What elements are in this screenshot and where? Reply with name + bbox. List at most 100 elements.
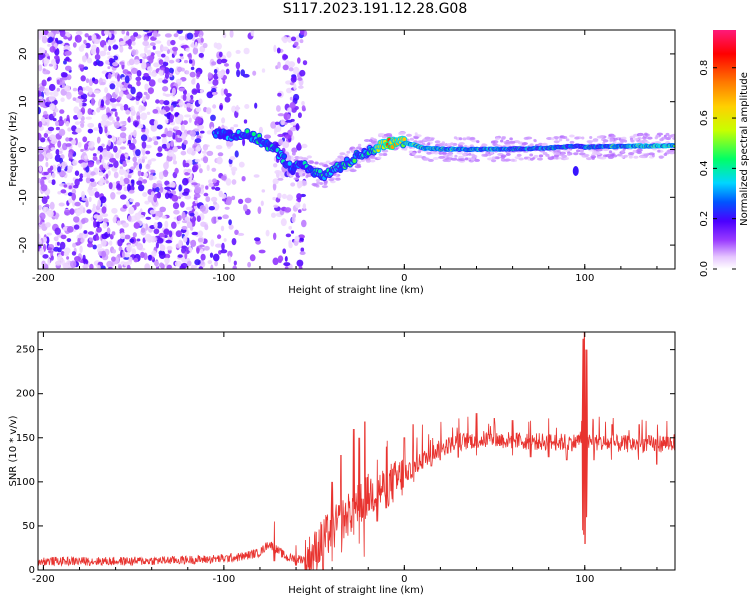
noise-speckle <box>128 143 136 150</box>
noise-speckle <box>183 139 188 145</box>
noise-speckle <box>113 121 121 129</box>
noise-speckle <box>105 99 110 106</box>
noise-speckle <box>273 204 279 208</box>
noise-speckle <box>184 114 191 118</box>
noise-speckle <box>301 101 305 106</box>
ridge-halo <box>588 142 593 145</box>
noise-speckle <box>170 140 175 147</box>
noise-speckle <box>192 47 199 55</box>
noise-speckle <box>73 224 80 230</box>
ridge-halo <box>446 159 452 163</box>
noise-speckle <box>46 77 51 82</box>
noise-speckle <box>119 46 124 53</box>
ridge-halo <box>553 154 560 158</box>
noise-speckle <box>189 172 193 181</box>
noise-speckle <box>243 119 248 124</box>
noise-speckle <box>87 242 94 248</box>
ridge-halo <box>583 153 590 157</box>
noise-speckle <box>71 251 77 256</box>
ridge-halo <box>481 153 486 157</box>
noise-speckle <box>41 79 47 87</box>
noise-speckle <box>118 149 122 154</box>
ridge-halo <box>633 155 639 159</box>
noise-speckle <box>94 54 101 61</box>
noise-speckle <box>108 163 114 168</box>
noise-speckle <box>137 169 142 177</box>
ridge-halo <box>592 139 599 143</box>
ridge-halo <box>450 142 454 146</box>
noise-speckle <box>101 213 109 218</box>
noise-speckle <box>146 49 152 56</box>
noise-speckle <box>126 264 131 269</box>
noise-speckle <box>127 215 132 222</box>
spectrogram-y-axis-label: Frequency (Hz) <box>8 111 19 187</box>
noise-speckle <box>301 219 307 228</box>
noise-speckle <box>211 216 218 224</box>
noise-speckle <box>179 53 184 57</box>
ridge-halo <box>542 142 548 146</box>
noise-speckle <box>164 253 171 259</box>
ridge-halo <box>464 157 469 161</box>
noise-speckle <box>171 194 179 202</box>
noise-speckle <box>92 77 96 82</box>
noise-speckle <box>59 171 67 177</box>
noise-speckle <box>52 111 57 117</box>
noise-speckle <box>142 40 150 47</box>
noise-speckle <box>144 200 150 205</box>
ridge-halo <box>527 157 532 161</box>
noise-speckle <box>147 159 152 166</box>
noise-speckle <box>157 53 162 58</box>
noise-speckle <box>38 30 43 38</box>
noise-speckle <box>149 42 156 47</box>
noise-speckle <box>159 244 166 252</box>
noise-speckle <box>178 99 184 108</box>
noise-speckle <box>253 174 260 178</box>
noise-speckle <box>140 227 146 233</box>
noise-speckle <box>74 201 81 207</box>
noise-speckle <box>162 79 169 84</box>
ridge-halo <box>306 155 312 159</box>
ridge-halo <box>659 138 664 142</box>
ridge-halo <box>597 152 601 155</box>
noise-speckle <box>202 144 209 151</box>
ridge-halo <box>365 159 371 163</box>
noise-speckle <box>227 250 233 258</box>
noise-speckle <box>175 230 182 238</box>
noise-speckle <box>107 134 112 139</box>
ridge-halo <box>514 156 521 160</box>
noise-speckle <box>53 236 59 242</box>
x-tick-label: 0 <box>401 574 407 585</box>
noise-speckle <box>72 159 78 166</box>
ridge-halo <box>505 152 511 156</box>
ridge-halo <box>579 149 585 153</box>
noise-speckle <box>81 218 86 225</box>
ridge-halo <box>553 140 560 144</box>
noise-speckle <box>150 158 157 162</box>
noise-speckle <box>49 134 56 141</box>
noise-speckle <box>101 206 107 214</box>
ridge-halo <box>665 132 670 136</box>
ridge-halo <box>370 159 376 163</box>
noise-speckle <box>229 30 234 38</box>
noise-speckle <box>110 108 117 112</box>
ridge-halo <box>438 151 442 155</box>
ridge-blob <box>572 166 579 177</box>
ridge-halo <box>318 162 324 166</box>
noise-speckle <box>271 212 276 218</box>
noise-speckle <box>282 141 290 149</box>
noise-speckle <box>200 130 205 134</box>
noise-speckle <box>168 118 174 123</box>
noise-speckle <box>186 168 192 173</box>
noise-speckle <box>83 263 88 269</box>
noise-speckle <box>87 128 94 134</box>
ridge-halo <box>321 185 328 189</box>
noise-speckle <box>132 138 137 145</box>
noise-speckle <box>211 87 217 93</box>
ridge-halo <box>644 132 648 136</box>
noise-speckle <box>85 199 89 208</box>
noise-speckle <box>153 119 158 128</box>
noise-speckle <box>254 237 261 242</box>
noise-speckle <box>168 59 175 64</box>
y-tick-label: -10 <box>18 189 29 205</box>
noise-speckle <box>289 126 297 132</box>
